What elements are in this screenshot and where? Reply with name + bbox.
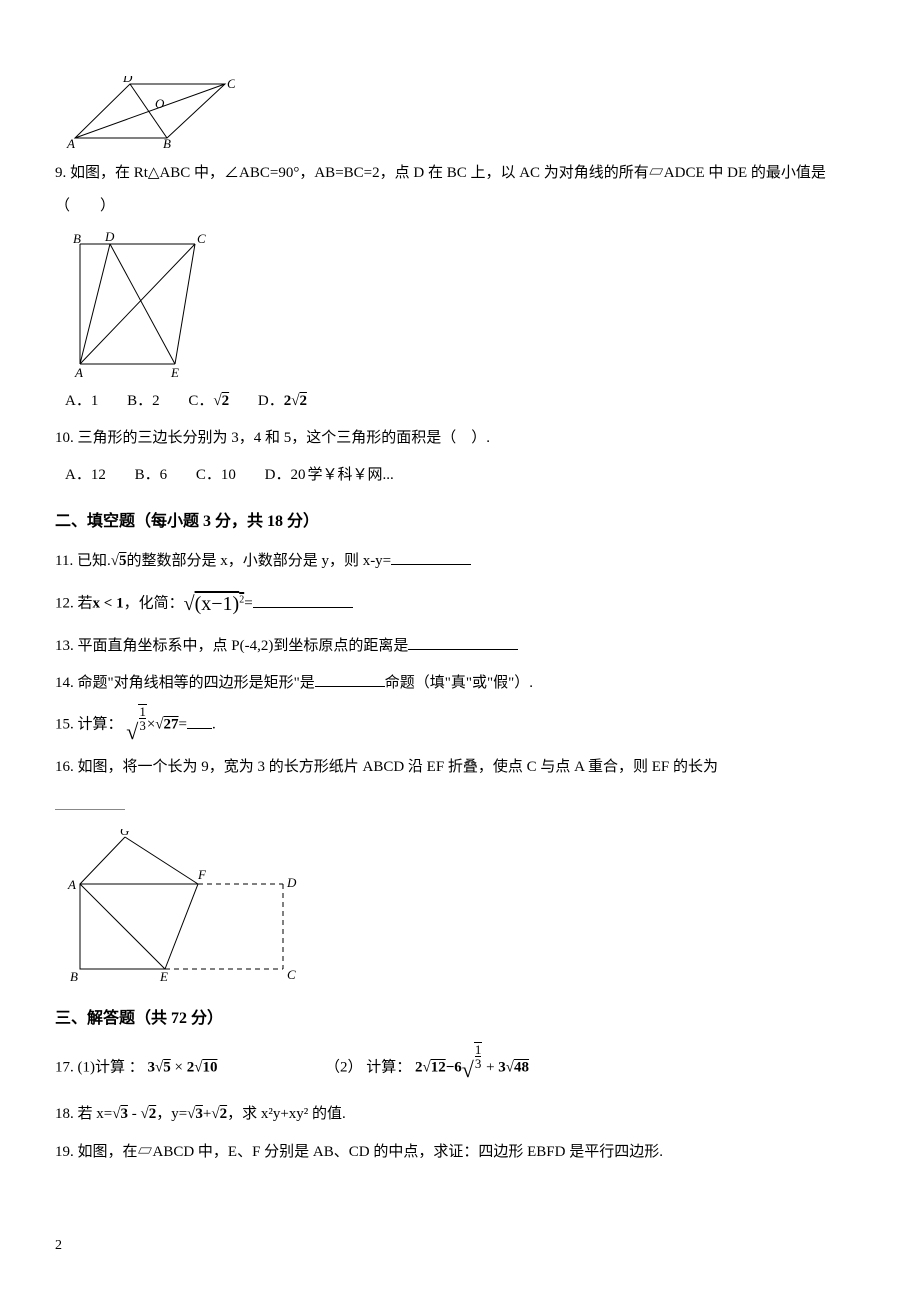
question-15: 15. 计算： √13 ×√27=. <box>55 704 865 747</box>
svg-text:C: C <box>197 231 206 246</box>
svg-text:E: E <box>159 969 168 984</box>
question-9: 9. 如图，在 Rt△ABC 中，∠ABC=90°，AB=BC=2，点 D 在 … <box>55 157 865 223</box>
svg-text:C: C <box>287 967 296 982</box>
figure-q16: A B E C D F G <box>65 829 315 989</box>
svg-text:B: B <box>73 231 81 246</box>
figure-q8: A B C D O <box>65 76 235 151</box>
svg-text:E: E <box>170 365 179 379</box>
svg-text:D: D <box>104 229 115 244</box>
q10-options: A．12 B．6 C．10 D．20学￥科￥网... <box>65 459 865 492</box>
svg-text:F: F <box>197 867 207 882</box>
question-16: 16. 如图，将一个长为 9，宽为 3 的长方形纸片 ABCD 沿 EF 折叠，… <box>55 751 865 784</box>
question-14: 14. 命题"对角线相等的四边形是矩形"是命题（填"真"或"假"）. <box>55 667 865 700</box>
page-number: 2 <box>55 1231 62 1262</box>
q10-text: 10. 三角形的三边长分别为 3，4 和 5，这个三角形的面积是（ ）. <box>55 430 490 446</box>
section-3-header: 三、解答题（共 72 分） <box>55 1001 865 1036</box>
svg-text:D: D <box>122 76 133 85</box>
question-11: 11. 已知.√5的整数部分是 x，小数部分是 y，则 x-y= <box>55 545 865 578</box>
svg-text:G: G <box>120 829 130 838</box>
svg-text:A: A <box>67 877 76 892</box>
svg-text:O: O <box>155 96 165 111</box>
svg-text:A: A <box>66 136 75 151</box>
svg-text:B: B <box>70 969 78 984</box>
svg-text:A: A <box>74 365 83 379</box>
svg-text:B: B <box>163 136 171 151</box>
figure-q9: A B D C E <box>65 229 215 379</box>
question-17: 17. (1)计算 ： 3√5 × 2√10 （2） 计算： 2√12−6 √1… <box>55 1042 865 1094</box>
svg-text:C: C <box>227 76 235 91</box>
q9-options: A．1 B．2 C．√2 D．2√2 <box>65 385 865 418</box>
question-18: 18. 若 x=√3 - √2，y=√3+√2，求 x²y+xy² 的值. <box>55 1098 865 1131</box>
svg-text:D: D <box>286 875 297 890</box>
question-13: 13. 平面直角坐标系中，点 P(-4,2)到坐标原点的距离是 <box>55 630 865 663</box>
question-19: 19. 如图，在▱ABCD 中，E、F 分别是 AB、CD 的中点，求证：四边形… <box>55 1136 865 1169</box>
q9-text: 9. 如图，在 Rt△ABC 中，∠ABC=90°，AB=BC=2，点 D 在 … <box>55 165 826 214</box>
question-10: 10. 三角形的三边长分别为 3，4 和 5，这个三角形的面积是（ ）. <box>55 422 865 455</box>
section-2-header: 二、填空题（每小题 3 分，共 18 分） <box>55 504 865 539</box>
question-12: 12. 若x < 1，化简：√(x−1)2= <box>55 582 865 626</box>
